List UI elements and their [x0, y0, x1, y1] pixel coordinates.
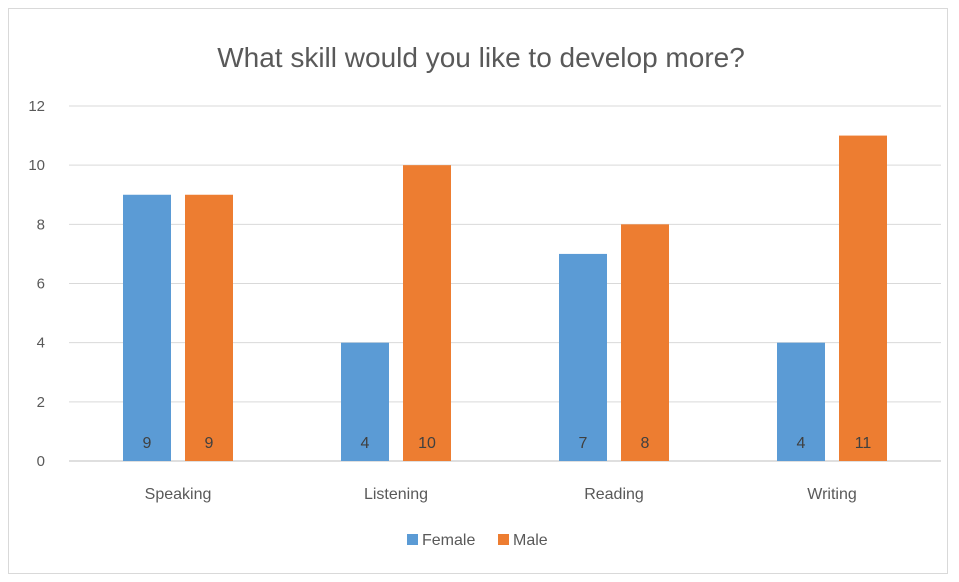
data-label-male-speaking: 9 [205, 435, 214, 452]
data-label-male-writing: 11 [855, 435, 872, 452]
y-tick-label: 0 [37, 453, 45, 470]
y-tick-label: 6 [37, 276, 45, 293]
bars [123, 135, 887, 461]
y-tick-label: 10 [28, 157, 45, 174]
category-label: Listening [364, 486, 428, 503]
category-label: Speaking [145, 486, 212, 503]
y-tick-label: 8 [37, 216, 45, 233]
y-axis-tick-labels: 0 2 4 6 8 10 12 [28, 98, 45, 470]
y-tick-label: 4 [37, 335, 45, 352]
bar-male-writing [839, 135, 887, 461]
category-label: Reading [584, 486, 644, 503]
legend-label-female: Female [422, 532, 475, 549]
data-label-female-speaking: 9 [143, 435, 152, 452]
legend-label-male: Male [513, 532, 548, 549]
data-label-female-listening: 4 [361, 435, 370, 452]
x-axis-category-labels: Speaking Listening Reading Writing [145, 486, 857, 503]
data-labels: 9 9 4 10 7 8 4 11 [143, 435, 872, 452]
data-label-male-listening: 10 [418, 435, 436, 452]
legend-swatch-female [407, 534, 418, 545]
y-tick-label: 12 [28, 98, 45, 115]
chart-frame: What skill would you like to develop mor… [8, 8, 948, 574]
bar-female-speaking [123, 194, 171, 461]
bar-female-listening [341, 342, 389, 461]
chart-title: What skill would you like to develop mor… [217, 42, 745, 73]
legend-swatch-male [498, 534, 509, 545]
bar-male-listening [403, 165, 451, 461]
bar-male-speaking [185, 194, 233, 461]
category-label: Writing [807, 486, 857, 503]
bar-male-reading [621, 224, 669, 461]
data-label-female-reading: 7 [579, 435, 588, 452]
data-label-male-reading: 8 [641, 435, 650, 452]
chart-canvas: What skill would you like to develop mor… [28, 42, 941, 549]
data-label-female-writing: 4 [797, 435, 806, 452]
legend: Female Male [407, 532, 548, 549]
bar-female-reading [559, 253, 607, 461]
bar-female-writing [777, 342, 825, 461]
y-tick-label: 2 [37, 394, 45, 411]
